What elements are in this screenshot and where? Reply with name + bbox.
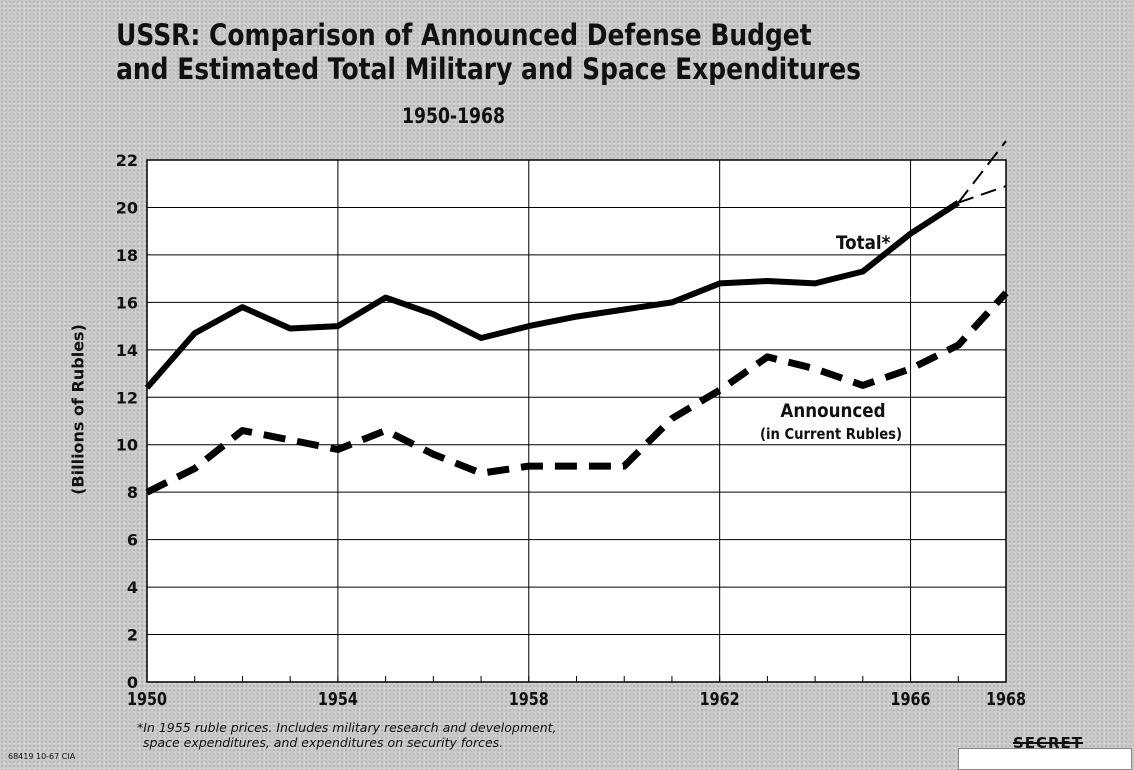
- x-tick-label: 1950: [127, 688, 167, 709]
- y-tick-label: 4: [127, 578, 138, 597]
- y-tick-label: 14: [116, 341, 138, 360]
- y-tick-label: 2: [127, 626, 138, 645]
- series-line-total-projection-low: [957, 185, 1007, 204]
- series-line-total-projection-high: [957, 140, 1007, 204]
- document-code: 68419 10-67 CIA: [8, 752, 76, 761]
- series-label-announced-note: (in Current Rubles): [760, 426, 902, 443]
- series-line-total: [144, 200, 960, 390]
- plot-area: [146, 159, 1007, 683]
- x-tick-label: 1958: [509, 688, 549, 709]
- x-tick-label: 1962: [700, 688, 740, 709]
- y-tick-label: 18: [116, 246, 138, 265]
- chart-subtitle: 1950-1968: [402, 104, 506, 128]
- x-tick-label: 1968: [986, 688, 1026, 709]
- series-label-total: Total*: [836, 232, 890, 254]
- y-tick-label: 10: [116, 436, 138, 455]
- y-tick-label: 16: [116, 293, 138, 312]
- footnote: *In 1955 ruble prices. Includes military…: [137, 720, 557, 750]
- series-label-announced: Announced: [780, 400, 885, 422]
- chart-title-line1: USSR: Comparison of Announced Defense Bu…: [116, 18, 812, 52]
- y-tick-label: 8: [127, 483, 138, 502]
- x-tick-label: 1954: [318, 688, 358, 709]
- y-tick-label: 12: [116, 388, 138, 407]
- y-tick-label: 22: [116, 151, 138, 170]
- y-tick-label: 6: [127, 531, 138, 550]
- chart-title-line2: and Estimated Total Military and Space E…: [116, 52, 861, 86]
- footnote-line1: *In 1955 ruble prices. Includes military…: [137, 720, 557, 735]
- classification-marking: SECRET: [1012, 734, 1084, 752]
- y-tick-label: 20: [116, 198, 138, 217]
- x-tick-label: 1966: [891, 688, 931, 709]
- series-line-announced: [145, 290, 1009, 496]
- footnote-line2: space expenditures, and expenditures on …: [143, 735, 504, 750]
- classification-stamp-box: [958, 748, 1132, 770]
- y-tick-label: 0: [127, 673, 138, 692]
